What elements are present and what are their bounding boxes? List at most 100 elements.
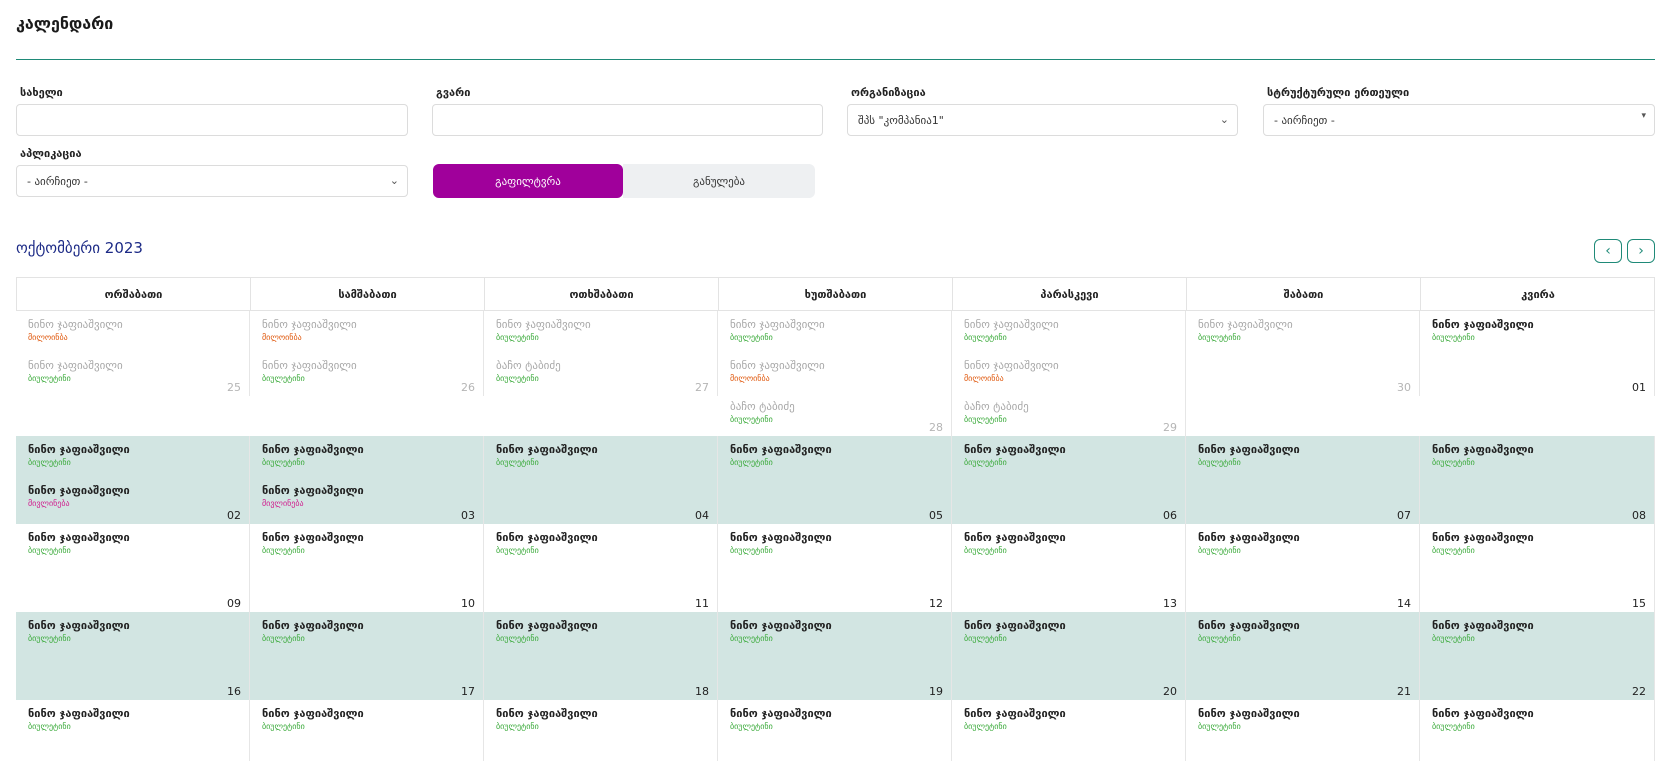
calendar-day-cell[interactable]: ნინო ჯაფიაშვილი მილოინბა ნინო ჯაფიაშვილი ბი… xyxy=(250,311,484,396)
calendar-event[interactable]: ნინო ჯაფიაშვილი ბიულეტინი xyxy=(730,707,832,731)
calendar-day-cell[interactable]: ნინო ჯაფიაშვილი ბიულეტინი 17 xyxy=(250,612,484,700)
calendar-event[interactable]: ნინო ჯაფიაშვილი ბიულეტინი xyxy=(1198,318,1293,342)
day-number: 05 xyxy=(929,509,943,522)
calendar-event[interactable]: ნინო ჯაფიაშვილი ბიულეტინი xyxy=(964,318,1059,342)
next-month-button[interactable]: › xyxy=(1627,239,1655,263)
calendar-day-cell[interactable]: ნინო ჯაფიაშვილი ბიულეტინი 16 xyxy=(16,612,250,700)
calendar-day-cell[interactable]: ნინო ჯაფიაშვილი მილოინბა ნინო ჯაფიაშვილი ბი… xyxy=(16,311,250,396)
surname-input[interactable] xyxy=(432,104,823,136)
calendar-event[interactable]: ნინო ჯაფიაშვილი ბიულეტინი xyxy=(1432,318,1534,342)
calendar-event[interactable]: ნინო ჯაფიაშვილი ბიულეტინი xyxy=(28,359,123,383)
calendar-event[interactable]: ნინო ჯაფიაშვილი ბიულეტინი xyxy=(1198,707,1300,731)
calendar-event[interactable]: ნინო ჯაფიაშვილი ბიულეტინი xyxy=(1432,443,1534,467)
event-employee-name: ნინო ჯაფიაშვილი xyxy=(1432,318,1534,331)
calendar-event[interactable]: ნინო ჯაფიაშვილი ბიულეტინი xyxy=(730,318,825,342)
calendar-event[interactable]: ნინო ჯაფიაშვილი მილოინბა xyxy=(262,318,357,342)
calendar-event[interactable]: ნინო ჯაფიაშვილი ბიულეტინი xyxy=(262,359,357,383)
calendar-event[interactable]: ნინო ჯაფიაშვილი მილოინბა xyxy=(730,359,825,383)
calendar-day-cell[interactable]: ნინო ჯაფიაშვილი ბიულეტინი 09 xyxy=(16,524,250,612)
unit-select[interactable]: - აირჩიეთ - ▾ xyxy=(1263,104,1655,136)
calendar-day-cell[interactable]: ნინო ჯაფიაშვილი ბიულეტინი ნინო ჯაფიაშვილი მ… xyxy=(16,436,250,524)
event-employee-name: ნინო ჯაფიაშვილი xyxy=(28,707,130,720)
calendar-day-cell[interactable]: ნინო ჯაფიაშვილი ბიულეტინი 22 xyxy=(1420,612,1655,700)
calendar-day-cell[interactable]: ნინო ჯაფიაშვილი ბიულეტინი xyxy=(16,700,250,761)
calendar-event[interactable]: ნინო ჯაფიაშვილი მივლინება xyxy=(28,484,130,508)
calendar-day-cell[interactable]: ნინო ჯაფიაშვილი ბიულეტინი 30 xyxy=(1186,311,1420,396)
calendar-day-cell[interactable]: ნინო ჯაფიაშვილი ბიულეტინი ნინო ჯაფიაშვილი მ… xyxy=(952,311,1186,436)
calendar-event[interactable]: ნინო ჯაფიაშვილი ბიულეტინი xyxy=(496,707,598,731)
calendar-event[interactable]: ნინო ჯაფიაშვილი ბიულეტინი xyxy=(964,443,1066,467)
filter-button[interactable]: გაფილტვრა xyxy=(433,164,623,198)
calendar-event[interactable]: ნინო ჯაფიაშვილი ბიულეტინი xyxy=(28,619,130,643)
calendar-event[interactable]: ნინო ჯაფიაშვილი ბიულეტინი xyxy=(964,619,1066,643)
calendar-event[interactable]: ბაჩო ტაბიძე ბიულეტინი xyxy=(496,359,561,383)
application-select[interactable]: - აირჩიეთ - ⌄ xyxy=(16,165,408,197)
calendar-event[interactable]: ნინო ჯაფიაშვილი ბიულეტინი xyxy=(262,619,364,643)
weekday-header-cell: შაბათი xyxy=(1187,278,1421,310)
calendar-event[interactable]: ნინო ჯაფიაშვილი ბიულეტინი xyxy=(496,443,598,467)
calendar-event[interactable]: ნინო ჯაფიაშვილი ბიულეტინი xyxy=(1198,443,1300,467)
calendar-event[interactable]: ბაჩო ტაბიძე ბიულეტინი xyxy=(964,400,1029,424)
calendar-day-cell[interactable]: ნინო ჯაფიაშვილი ბიულეტინი xyxy=(250,700,484,761)
calendar-event[interactable]: ნინო ჯაფიაშვილი ბიულეტინი xyxy=(1198,619,1300,643)
calendar-day-cell[interactable]: ნინო ჯაფიაშვილი ბიულეტინი 06 xyxy=(952,436,1186,524)
calendar-event[interactable]: ნინო ჯაფიაშვილი ბიულეტინი xyxy=(1198,531,1300,555)
calendar-day-cell[interactable]: ნინო ჯაფიაშვილი ბიულეტინი 14 xyxy=(1186,524,1420,612)
event-status: მილოინბა xyxy=(28,333,68,342)
calendar-event[interactable]: ნინო ჯაფიაშვილი ბიულეტინი xyxy=(28,531,130,555)
calendar-event[interactable]: ნინო ჯაფიაშვილი ბიულეტინი xyxy=(496,619,598,643)
calendar-day-cell[interactable]: ნინო ჯაფიაშვილი ბიულეტინი ნინო ჯაფიაშვილი მ… xyxy=(718,311,952,436)
calendar-day-cell[interactable]: ნინო ჯაფიაშვილი ბიულეტინი 15 xyxy=(1420,524,1655,612)
calendar-event[interactable]: ნინო ჯაფიაშვილი მივლინება xyxy=(262,484,364,508)
calendar-event[interactable]: ნინო ჯაფიაშვილი ბიულეტინი xyxy=(1432,531,1534,555)
calendar-event[interactable]: ნინო ჯაფიაშვილი ბიულეტინი xyxy=(496,318,591,342)
calendar-day-cell[interactable]: ნინო ჯაფიაშვილი ბიულეტინი xyxy=(718,700,952,761)
organization-select[interactable]: შპს "კომპანია1" ⌄ xyxy=(847,104,1238,136)
calendar-event[interactable]: ნინო ჯაფიაშვილი ბიულეტინი xyxy=(730,531,832,555)
calendar-day-cell[interactable]: ნინო ჯაფიაშვილი ბიულეტინი 19 xyxy=(718,612,952,700)
event-employee-name: ნინო ჯაფიაშვილი xyxy=(28,484,130,497)
calendar-event[interactable]: ნინო ჯაფიაშვილი ბიულეტინი xyxy=(262,707,364,731)
calendar-day-cell[interactable]: ნინო ჯაფიაშვილი ბიულეტინი xyxy=(952,700,1186,761)
day-number: 21 xyxy=(1397,685,1411,698)
calendar-day-cell[interactable]: ნინო ჯაფიაშვილი ბიულეტინი 05 xyxy=(718,436,952,524)
calendar-event[interactable]: ნინო ჯაფიაშვილი ბიულეტინი xyxy=(262,443,364,467)
calendar-day-cell[interactable]: ნინო ჯაფიაშვილი ბიულეტინი 10 xyxy=(250,524,484,612)
calendar-event[interactable]: ნინო ჯაფიაშვილი ბიულეტინი xyxy=(730,443,832,467)
calendar-event[interactable]: ნინო ჯაფიაშვილი ბიულეტინი xyxy=(28,443,130,467)
calendar-event[interactable]: ნინო ჯაფიაშვილი მილოინბა xyxy=(964,359,1059,383)
calendar-day-cell[interactable]: ნინო ჯაფიაშვილი ბიულეტინი 01 xyxy=(1420,311,1655,396)
calendar-day-cell[interactable]: ნინო ჯაფიაშვილი ბიულეტინი xyxy=(1186,700,1420,761)
calendar-day-cell[interactable]: ნინო ჯაფიაშვილი ბიულეტინი 18 xyxy=(484,612,718,700)
calendar-event[interactable]: ნინო ჯაფიაშვილი ბიულეტინი xyxy=(964,707,1066,731)
calendar-event[interactable]: ნინო ჯაფიაშვილი ბიულეტინი xyxy=(730,619,832,643)
calendar-event[interactable]: ნინო ჯაფიაშვილი ბიულეტინი xyxy=(964,531,1066,555)
calendar-day-cell[interactable]: ნინო ჯაფიაშვილი ბიულეტინი ნინო ჯაფიაშვილი მ… xyxy=(250,436,484,524)
prev-month-button[interactable]: ‹ xyxy=(1594,239,1622,263)
calendar-event[interactable]: ნინო ჯაფიაშვილი ბიულეტინი xyxy=(1432,619,1534,643)
calendar-day-cell[interactable]: ნინო ჯაფიაშვილი ბიულეტინი xyxy=(484,700,718,761)
calendar-event[interactable]: ნინო ჯაფიაშვილი ბიულეტინი xyxy=(262,531,364,555)
name-input[interactable] xyxy=(16,104,408,136)
event-employee-name: ნინო ჯაფიაშვილი xyxy=(1432,619,1534,632)
calendar-day-cell[interactable]: ნინო ჯაფიაშვილი ბიულეტინი 07 xyxy=(1186,436,1420,524)
calendar-day-cell[interactable]: ნინო ჯაფიაშვილი ბიულეტინი ბაჩო ტაბიძე ბიულე… xyxy=(484,311,718,396)
calendar-day-cell[interactable]: ნინო ჯაფიაშვილი ბიულეტინი 13 xyxy=(952,524,1186,612)
calendar-day-cell[interactable]: ნინო ჯაფიაშვილი ბიულეტინი xyxy=(1420,700,1655,761)
calendar-day-cell[interactable]: ნინო ჯაფიაშვილი ბიულეტინი 12 xyxy=(718,524,952,612)
calendar-day-cell[interactable]: ნინო ჯაფიაშვილი ბიულეტინი 20 xyxy=(952,612,1186,700)
calendar-day-cell[interactable]: ნინო ჯაფიაშვილი ბიულეტინი 21 xyxy=(1186,612,1420,700)
calendar-day-cell[interactable]: ნინო ჯაფიაშვილი ბიულეტინი 11 xyxy=(484,524,718,612)
calendar-day-cell[interactable]: ნინო ჯაფიაშვილი ბიულეტინი 04 xyxy=(484,436,718,524)
calendar-event[interactable]: ბაჩო ტაბიძე ბიულეტინი xyxy=(730,400,795,424)
event-employee-name: ნინო ჯაფიაშვილი xyxy=(964,443,1066,456)
event-employee-name: ნინო ჯაფიაშვილი xyxy=(262,318,357,331)
calendar-event[interactable]: ნინო ჯაფიაშვილი ბიულეტინი xyxy=(28,707,130,731)
reset-button[interactable]: განულება xyxy=(623,164,815,198)
calendar-event[interactable]: ნინო ჯაფიაშვილი მილოინბა xyxy=(28,318,123,342)
day-number: 01 xyxy=(1632,381,1646,394)
calendar-day-cell[interactable]: ნინო ჯაფიაშვილი ბიულეტინი 08 xyxy=(1420,436,1655,524)
calendar-event[interactable]: ნინო ჯაფიაშვილი ბიულეტინი xyxy=(1432,707,1534,731)
calendar-event[interactable]: ნინო ჯაფიაშვილი ბიულეტინი xyxy=(496,531,598,555)
day-number: 30 xyxy=(1397,381,1411,394)
